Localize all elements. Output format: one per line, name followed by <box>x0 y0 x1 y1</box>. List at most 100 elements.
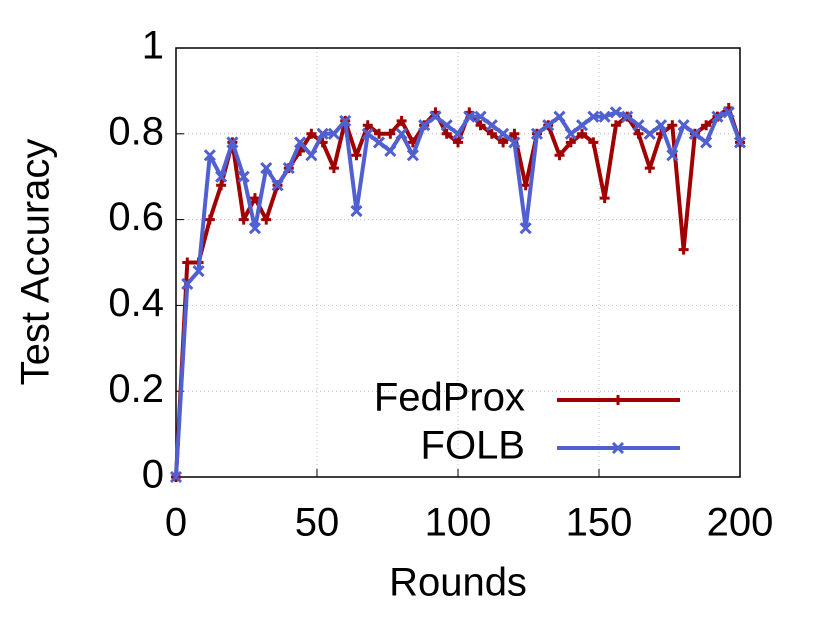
point-marker <box>599 193 610 204</box>
point-marker <box>722 106 735 119</box>
point-marker <box>374 128 385 139</box>
point-marker <box>441 128 452 139</box>
point-marker <box>632 119 645 132</box>
legend-label: FOLB <box>421 424 525 468</box>
point-marker <box>306 128 317 139</box>
point-marker <box>553 110 566 123</box>
point-marker <box>666 149 679 162</box>
point-marker <box>316 127 329 140</box>
point-marker <box>384 144 397 158</box>
y-tick-label: 0.2 <box>108 367 164 411</box>
y-tick-label: 0.4 <box>108 281 164 325</box>
point-marker <box>261 214 272 225</box>
point-marker <box>677 119 690 132</box>
point-marker <box>385 128 396 139</box>
point-marker <box>169 470 183 484</box>
point-marker <box>181 277 194 291</box>
point-marker <box>203 149 216 162</box>
point-marker <box>237 170 250 183</box>
point-marker <box>564 127 577 140</box>
point-marker <box>542 119 555 132</box>
point-marker <box>453 137 463 148</box>
point-marker <box>508 136 521 149</box>
point-marker <box>248 222 262 235</box>
point-marker <box>192 265 205 278</box>
point-marker <box>577 128 588 139</box>
point-marker <box>587 110 600 123</box>
x-axis-label: Rounds <box>389 561 527 605</box>
point-marker <box>328 163 339 174</box>
point-marker <box>204 214 215 225</box>
point-marker <box>226 136 239 149</box>
point-marker <box>700 136 713 149</box>
point-marker <box>588 137 599 148</box>
point-marker <box>475 120 486 131</box>
point-marker <box>440 119 453 132</box>
point-marker <box>396 115 407 126</box>
y-tick-label: 0 <box>142 453 164 497</box>
point-marker <box>372 136 386 149</box>
point-marker <box>485 119 498 132</box>
point-marker <box>621 110 634 123</box>
x-tick-label: 200 <box>707 501 774 545</box>
point-marker <box>418 119 431 132</box>
x-tick-label: 50 <box>295 501 340 545</box>
point-marker <box>361 127 374 140</box>
point-marker <box>711 110 724 123</box>
point-marker <box>182 257 193 268</box>
point-marker <box>644 163 655 174</box>
point-marker <box>305 149 318 162</box>
point-marker <box>216 180 227 191</box>
point-marker <box>215 170 228 183</box>
point-marker <box>249 193 260 204</box>
point-marker <box>362 120 373 131</box>
point-marker <box>609 106 622 119</box>
y-tick-label: 0.6 <box>108 195 164 239</box>
point-marker <box>554 150 565 161</box>
point-marker <box>260 162 273 175</box>
point-marker <box>565 137 576 148</box>
point-marker <box>576 119 589 132</box>
x-tick-label: 100 <box>425 501 492 545</box>
point-marker <box>610 120 621 131</box>
point-marker <box>633 128 644 139</box>
point-marker <box>654 119 668 132</box>
series-line <box>174 110 742 478</box>
point-marker <box>598 110 611 123</box>
point-marker <box>451 127 465 140</box>
point-marker <box>350 204 363 218</box>
point-marker <box>497 127 510 140</box>
x-tick-label: 150 <box>566 501 633 545</box>
point-marker <box>678 244 689 255</box>
point-marker <box>530 127 544 140</box>
legend-marker <box>611 441 625 455</box>
point-marker <box>339 114 352 127</box>
point-marker <box>238 214 249 225</box>
y-tick-label: 0.8 <box>108 109 164 153</box>
x-tick-label: 0 <box>165 501 187 545</box>
point-marker <box>643 127 656 140</box>
point-marker <box>282 162 295 175</box>
legend-marker <box>613 395 623 405</box>
point-marker <box>701 120 712 131</box>
point-marker <box>327 127 340 140</box>
point-marker <box>271 179 284 192</box>
point-marker <box>667 120 678 131</box>
legend-label: FedProx <box>374 376 525 420</box>
point-marker <box>509 128 520 139</box>
point-marker <box>519 222 532 235</box>
plot-frame <box>175 47 741 478</box>
point-marker <box>733 136 747 149</box>
point-marker <box>486 128 497 139</box>
point-marker <box>429 110 442 123</box>
point-marker <box>351 150 362 161</box>
point-marker <box>395 127 408 140</box>
y-axis-label: Test Accuracy <box>14 139 58 386</box>
point-marker <box>474 110 487 123</box>
point-marker <box>406 149 419 162</box>
point-marker <box>463 110 476 123</box>
point-marker <box>294 136 307 149</box>
point-marker <box>688 127 701 140</box>
y-tick-label: 1 <box>142 24 164 68</box>
